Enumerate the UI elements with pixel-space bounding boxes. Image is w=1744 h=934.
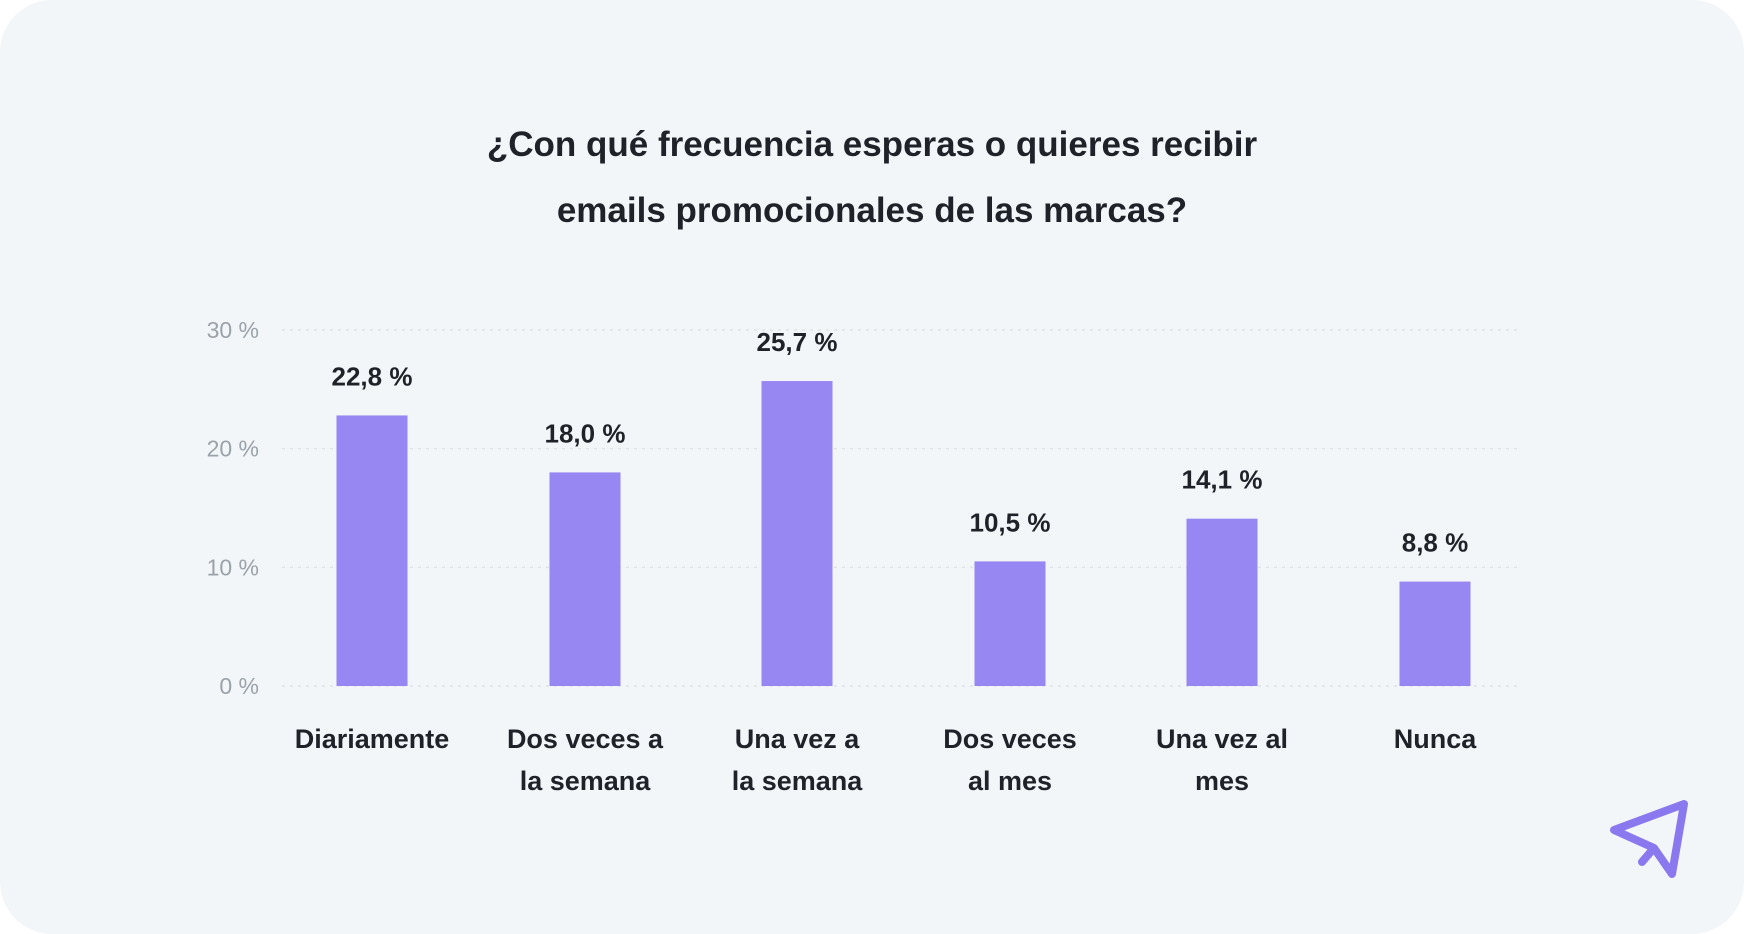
x-category-label: Dos veces a la semana: [507, 724, 664, 796]
bar-value-label: 8,8 %: [1402, 528, 1469, 558]
x-category-label: Una vez a la semana: [732, 724, 864, 796]
chart-title-line-1: ¿Con qué frecuencia esperas o quieres re…: [486, 125, 1258, 164]
y-tick-label: 10 %: [207, 554, 259, 580]
bar: [549, 472, 621, 686]
x-category-label: Diariamente: [295, 724, 450, 754]
gridlines: [282, 329, 1522, 687]
y-tick-label: 30 %: [207, 317, 259, 343]
bar-value-label: 18,0 %: [545, 418, 626, 448]
bar-value-label: 22,8 %: [332, 361, 413, 391]
bar: [1399, 581, 1471, 686]
y-axis-ticks: 0 % 10 % 20 % 30 %: [207, 317, 259, 699]
x-axis-categories: Diariamente Dos veces a la semana Una vez a…: [295, 724, 1478, 796]
bar: [974, 561, 1046, 686]
bar-value-label: 14,1 %: [1182, 465, 1263, 495]
bars: [336, 381, 1471, 686]
chart-title: ¿Con qué frecuencia esperas o quieres re…: [0, 112, 1744, 244]
chart-title-line-2: emails promocionales de las marcas?: [556, 191, 1188, 230]
x-category-label: Dos veces al mes: [943, 724, 1077, 796]
paper-plane-icon: [1610, 800, 1688, 878]
bar: [761, 381, 833, 686]
bar-value-label: 10,5 %: [970, 507, 1051, 537]
bar: [1186, 518, 1258, 686]
y-tick-label: 0 %: [219, 673, 259, 699]
x-category-label: Nunca: [1394, 724, 1478, 754]
bar-value-label: 25,7 %: [757, 327, 838, 357]
x-category-label: Una vez al mes: [1156, 724, 1288, 796]
bar-value-labels: 22,8 % 18,0 % 25,7 % 10,5 % 14,1 % 8,8 %: [332, 327, 1469, 558]
y-tick-label: 20 %: [207, 436, 259, 462]
bar: [336, 415, 408, 686]
